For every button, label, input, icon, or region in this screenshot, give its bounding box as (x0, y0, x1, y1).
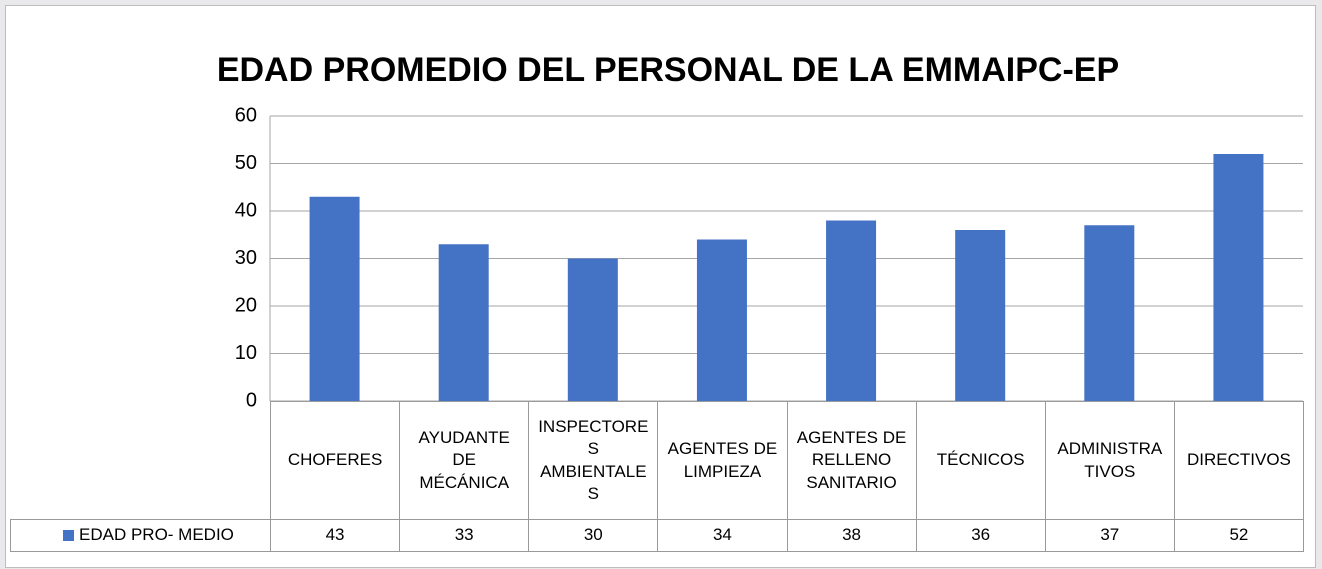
bar (955, 230, 1006, 401)
bar (696, 239, 747, 401)
value-label: 52 (1229, 525, 1249, 545)
category-cell: ADMINISTRATIVOS (1044, 401, 1175, 520)
value-label: 36 (971, 525, 991, 545)
value-cell: 52 (1173, 519, 1304, 552)
y-tick-label: 20 (235, 294, 257, 316)
x-tick-label: AYUDANTE DE MÉCÁNICA (418, 428, 510, 492)
y-tick-label: 10 (235, 342, 257, 364)
value-label: 38 (842, 525, 862, 545)
legend-swatch (63, 530, 74, 541)
legend-cell: EDAD PRO- MEDIO (10, 519, 271, 552)
x-tick-label: AGENTES DE LIMPIEZA (667, 439, 778, 481)
bar (1213, 154, 1264, 401)
x-tick-label: ADMINISTRATIVOS (1057, 439, 1163, 481)
bar (1084, 225, 1135, 401)
legend-label: EDAD PRO- MEDIO (79, 525, 234, 545)
x-tick-label: TÉCNICOS (936, 450, 1025, 470)
value-label: 33 (454, 525, 474, 545)
value-cell: 43 (270, 519, 401, 552)
category-cell: INSPECTORES AMBIENTALES (528, 401, 659, 520)
value-cell: 34 (657, 519, 788, 552)
bar (309, 196, 360, 401)
value-cell: 36 (915, 519, 1046, 552)
value-label: 34 (712, 525, 732, 545)
y-tick-label: 50 (235, 152, 257, 174)
category-cell: CHOFERES (270, 401, 401, 520)
value-cell: 30 (528, 519, 659, 552)
category-cell: AGENTES DE RELLENO SANITARIO (786, 401, 917, 520)
bar (826, 220, 877, 401)
value-cell: 37 (1044, 519, 1175, 552)
value-label: 43 (325, 525, 345, 545)
bar (567, 258, 618, 401)
x-tick-label: CHOFERES (287, 450, 383, 470)
category-cell: DIRECTIVOS (1173, 401, 1304, 520)
bar (438, 244, 489, 401)
chart-title: EDAD PROMEDIO DEL PERSONAL DE LA EMMAIPC… (217, 51, 1119, 89)
value-label: 30 (583, 525, 603, 545)
x-tick-label: INSPECTORES AMBIENTALES (538, 417, 649, 503)
y-tick-label: 0 (246, 389, 257, 411)
y-tick-label: 40 (235, 199, 257, 221)
category-cell: AYUDANTE DE MÉCÁNICA (399, 401, 530, 520)
x-tick-label: DIRECTIVOS (1186, 450, 1291, 470)
value-cell: 33 (399, 519, 530, 552)
x-tick-label: AGENTES DE RELLENO SANITARIO (796, 428, 907, 492)
y-tick-label: 30 (235, 247, 257, 269)
y-tick-label: 60 (235, 104, 257, 126)
category-cell: TÉCNICOS (915, 401, 1046, 520)
value-label: 37 (1100, 525, 1120, 545)
category-cell: AGENTES DE LIMPIEZA (657, 401, 788, 520)
value-cell: 38 (786, 519, 917, 552)
